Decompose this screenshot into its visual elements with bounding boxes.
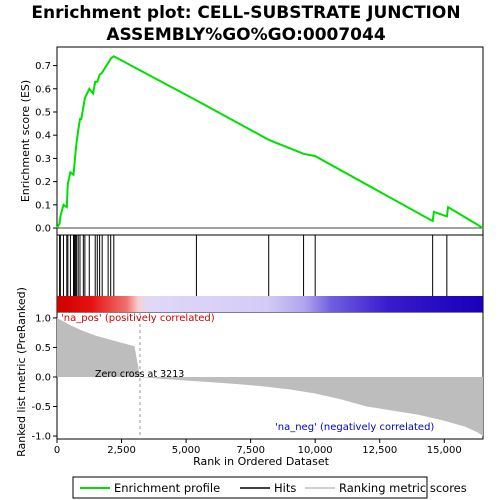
x-axis-label: Rank in Ordered Dataset xyxy=(193,455,330,468)
metric-axis-label: Ranked list metric (PreRanked) xyxy=(15,287,28,457)
metric-tick-label: 0.0 xyxy=(35,372,51,383)
chart-title-line2: ASSEMBLY%GO%GO:0007044 xyxy=(106,25,386,45)
colorbar-rect xyxy=(57,296,483,312)
metric-tick-label: -1.0 xyxy=(31,432,51,443)
es-tick-label: 0.6 xyxy=(35,84,51,95)
x-tick-label: 15,000 xyxy=(427,445,462,456)
es-tick-label: 0.0 xyxy=(35,224,51,235)
legend-profile-label: Enrichment profile xyxy=(114,481,220,495)
metric-tick-label: -0.5 xyxy=(31,402,51,413)
metric-tick-label: 0.5 xyxy=(35,343,51,354)
legend: Enrichment profile Hits Ranking metric s… xyxy=(73,477,467,498)
legend-metric-label: Ranking metric scores xyxy=(339,481,467,495)
enrichment-profile-line xyxy=(57,56,483,228)
zero-cross-annotation: Zero cross at 3213 xyxy=(95,369,184,380)
ranking-color-bar xyxy=(57,296,483,312)
pos-annotation: 'na_pos' (positively correlated) xyxy=(61,313,215,324)
hits-panel xyxy=(60,235,447,296)
es-tick-label: 0.1 xyxy=(35,200,51,211)
legend-hits-label: Hits xyxy=(274,481,296,495)
es-tick-label: 0.2 xyxy=(35,177,51,188)
es-tick-label: 0.5 xyxy=(35,107,51,118)
x-axis: 0 2,500 5,000 7,500 10,000 12,500 15,000 xyxy=(54,439,462,456)
es-panel: 0.0 0.1 0.2 0.3 0.4 0.5 0.6 0.7 xyxy=(35,56,483,234)
chart-title-line1: Enrichment plot: CELL-SUBSTRATE JUNCTION xyxy=(31,3,460,23)
es-axis-label: Enrichment score (ES) xyxy=(19,80,32,202)
x-tick-label: 2,500 xyxy=(107,445,136,456)
metric-tick-label: 1.0 xyxy=(35,313,51,324)
es-tick-label: 0.4 xyxy=(35,131,51,142)
es-tick-label: 0.3 xyxy=(35,154,51,165)
x-tick-label: 0 xyxy=(54,445,60,456)
x-tick-label: 12,500 xyxy=(362,445,397,456)
neg-annotation: 'na_neg' (negatively correlated) xyxy=(275,422,434,433)
es-tick-label: 0.7 xyxy=(35,61,51,72)
